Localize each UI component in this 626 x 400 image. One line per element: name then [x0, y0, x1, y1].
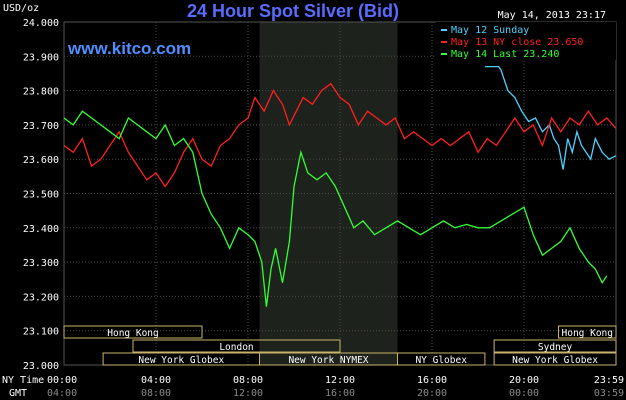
y-tick-label: 23.500	[23, 190, 59, 201]
y-tick-label: 23.100	[23, 327, 59, 338]
price-series	[63, 65, 617, 307]
session-box	[132, 339, 341, 353]
y-tick-label: 23.800	[23, 87, 59, 98]
x-tick-gmt-label: 12:00	[233, 388, 263, 399]
x-tick-ny-label: 00:00	[47, 375, 77, 386]
x-tick-gmt-label: 16:00	[325, 388, 355, 399]
session-box	[493, 339, 617, 353]
y-tick-label: 23.000	[23, 361, 59, 372]
x-tick-gmt-label: 04:00	[47, 388, 77, 399]
x-tick-gmt-label: 08:00	[141, 388, 171, 399]
session-label: New York NYMEX	[288, 355, 368, 366]
x-tick-ny-label: 20:00	[509, 375, 539, 386]
x-tick-gmt-label: 03:59	[594, 388, 624, 399]
session-box	[397, 352, 486, 366]
chart-title: 24 Hour Spot Silver (Bid)	[187, 1, 399, 21]
legend-entry: May 12 Sunday	[451, 25, 529, 36]
y-tick-label: 23.700	[23, 121, 59, 132]
session-label: New York Globex	[138, 355, 224, 366]
legend-entry: May 14 Last 23.240	[451, 49, 559, 60]
y-tick-label: 23.900	[23, 52, 59, 63]
session-box	[63, 325, 203, 339]
y-tick-label: 23.300	[23, 258, 59, 269]
y-tick-label: 23.600	[23, 155, 59, 166]
session-label: New York Globex	[512, 355, 598, 366]
legend-background	[436, 22, 616, 60]
y-axis-ticks: 24.000 23.900 23.800 23.700 23.600 23.500 23.4…	[23, 18, 59, 372]
session-box	[558, 325, 617, 339]
ny-time-label: NY Time	[2, 375, 44, 386]
y-tick-label: 23.200	[23, 292, 59, 303]
session-label: Hong Kong	[107, 328, 158, 339]
y-tick-label: 24.000	[23, 18, 59, 29]
series-line-1	[484, 65, 617, 170]
gmt-label: GMT	[9, 388, 27, 399]
series-line-3	[63, 110, 608, 307]
timestamp: May 14, 2013 23:17	[498, 10, 606, 21]
x-tick-gmt-label: 20:00	[417, 388, 447, 399]
legend-entry: May 13 NY close 23.650	[451, 37, 583, 48]
x-tick-ny-label: 04:00	[141, 375, 171, 386]
trading-sessions: Hong Kong Hong Kong London Sydney New York G…	[63, 325, 617, 366]
series-line-2	[63, 82, 617, 188]
x-tick-ny-label: 16:00	[417, 375, 447, 386]
unit-label: USD/oz	[3, 3, 39, 14]
session-label: NY Globex	[415, 355, 467, 366]
x-tick-ny-label: 08:00	[233, 375, 263, 386]
session-label: Hong Kong	[562, 328, 613, 339]
y-tick-label: 23.400	[23, 224, 59, 235]
session-box	[493, 352, 617, 366]
x-tick-ny-label: 12:00	[325, 375, 355, 386]
site-watermark: www.kitco.com	[67, 39, 191, 58]
x-tick-ny-label: 23:59	[594, 375, 624, 386]
session-label: London	[219, 342, 253, 353]
session-label: Sydney	[538, 342, 573, 353]
x-tick-gmt-label: 00:00	[509, 388, 539, 399]
x-axis-ticks: 00:00 04:00 04:00 08:00 08:00 12:00 12:00 16:00…	[47, 375, 624, 399]
